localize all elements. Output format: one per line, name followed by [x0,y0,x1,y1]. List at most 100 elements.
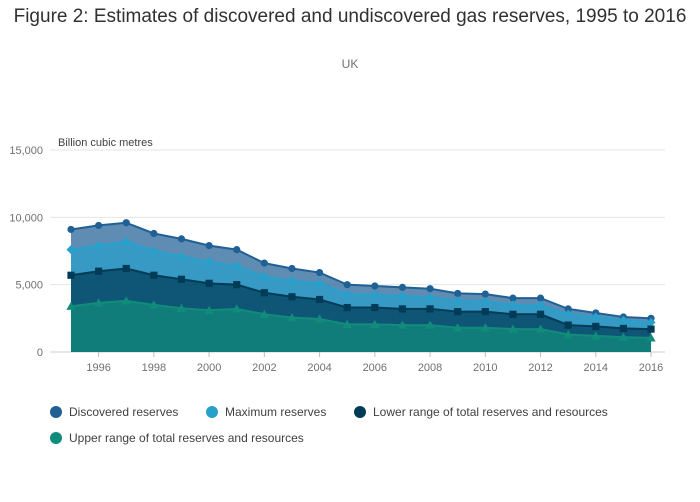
data-point [288,293,296,301]
x-tick-label: 2010 [473,362,497,374]
data-point [315,268,324,277]
x-tick-label: 2002 [252,362,276,374]
data-point [121,296,131,305]
y-axis-label: Billion cubic metres [58,137,153,149]
y-tick-label: 5,000 [15,280,43,292]
x-tick-label: 2008 [418,362,442,374]
data-point [564,305,572,313]
data-point [370,319,380,328]
data-point [371,303,379,312]
data-point [564,321,572,329]
data-point [315,278,325,288]
series-line [70,221,652,320]
data-point [259,272,269,282]
data-point [149,300,159,309]
data-point [397,291,407,301]
data-point [343,281,351,289]
chart-title: Figure 2: Estimates of discovered and un… [13,6,687,27]
data-point [287,276,297,286]
chart-subtitle: UK [341,57,359,71]
data-point [592,322,600,331]
x-tick-label: 2012 [528,362,552,374]
data-point [260,259,268,267]
legend-swatch [206,406,218,418]
data-point [288,264,296,273]
data-point [646,317,656,327]
data-point [314,314,325,323]
y-tick-label: 15,000 [9,145,43,157]
data-point [563,309,573,319]
data-point [397,320,408,329]
data-point [425,292,435,302]
data-point [343,303,351,312]
data-point [453,296,463,306]
data-point [122,219,130,227]
data-point [176,303,187,312]
data-point [563,329,573,339]
y-tick-label: 10,000 [9,212,43,224]
data-point [425,320,435,329]
data-point [535,324,546,333]
data-point [95,267,103,275]
data-point [232,304,242,313]
data-point [233,281,241,289]
data-point [67,271,75,279]
x-tick-label: 2000 [197,362,221,374]
data-point [66,301,76,310]
legend-label: Maximum reserves [225,405,326,419]
data-point [398,283,407,291]
x-tick-label: 1996 [86,362,110,374]
data-point [536,300,546,310]
data-point [618,315,628,325]
data-point [94,298,104,307]
data-point [398,305,407,313]
data-point [509,310,517,318]
data-point [204,257,214,267]
series-line [70,267,652,331]
data-point [66,245,76,255]
data-point [121,237,131,247]
data-point [480,323,490,332]
data-point [315,295,324,304]
data-point [149,246,159,256]
data-point [94,241,104,251]
data-point [619,324,627,333]
data-point [232,261,242,271]
data-point [454,308,462,316]
x-tick-label: 1998 [142,362,166,374]
x-tick-label: 2014 [584,362,608,374]
data-point [150,271,158,279]
data-point [591,312,601,322]
data-point [646,333,656,342]
data-point [342,319,352,328]
legend-label: Upper range of total reserves and resour… [69,431,304,445]
data-point [508,300,518,310]
legend-swatch [50,432,62,444]
area-triangle [71,300,652,352]
data-point [509,294,517,302]
data-point [453,323,463,332]
data-point [67,225,75,234]
data-point [371,282,379,290]
data-point [647,325,655,333]
data-point [618,332,628,341]
data-point [287,313,297,322]
data-point [177,235,186,243]
data-point [426,305,434,313]
data-point [481,290,489,298]
data-point [150,229,158,238]
data-point [177,275,186,283]
data-point [536,294,545,302]
legend-label: Discovered reserves [69,405,178,419]
legend-swatch [50,406,62,418]
data-point [370,290,380,300]
data-point [426,285,434,293]
data-point [260,289,268,297]
data-point [481,308,489,316]
data-point [259,309,269,318]
data-point [95,221,103,230]
data-point [204,305,214,314]
data-point [205,279,213,287]
